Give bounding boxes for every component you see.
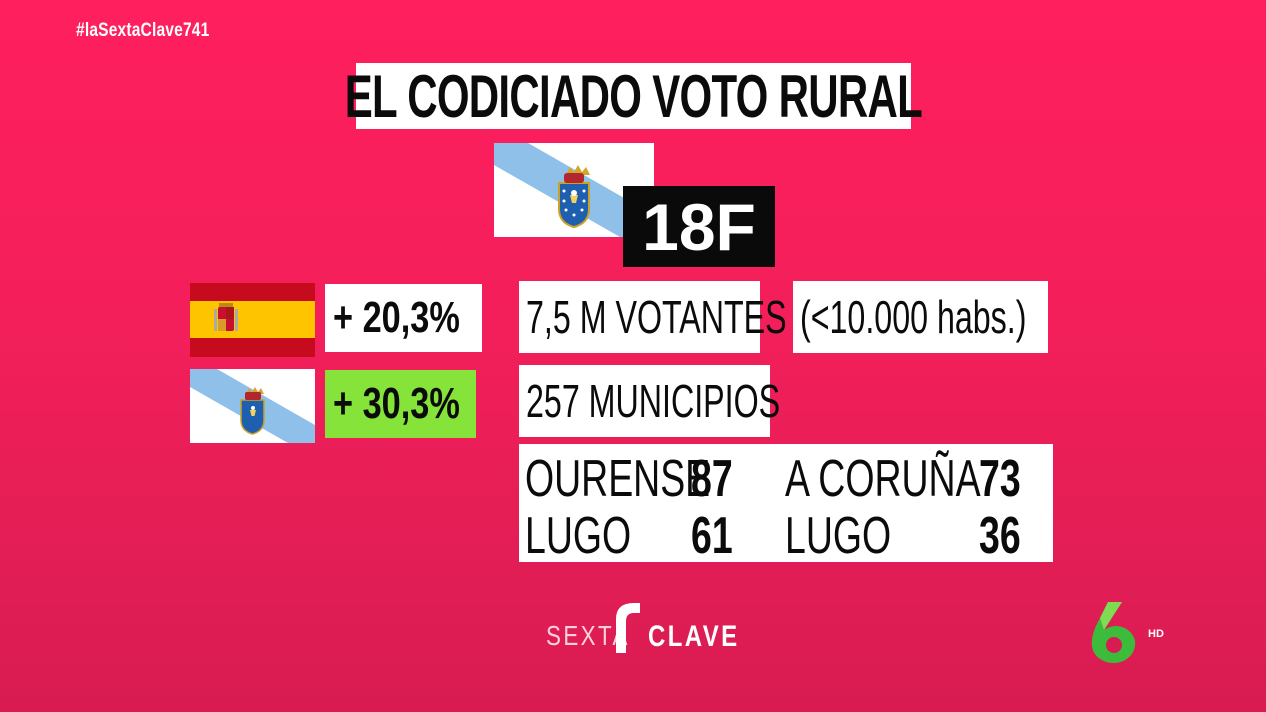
hashtag: #laSextaClave741	[76, 20, 210, 41]
habs-box: (<10.000 habs.)	[793, 281, 1048, 353]
date-badge: 18F	[623, 186, 775, 267]
spain-flag-icon	[190, 283, 315, 357]
province-name: OURENSE	[525, 450, 711, 508]
province-name: LUGO	[525, 507, 632, 565]
province-value: 36	[979, 507, 1021, 565]
program-logo-clave: CLAVE	[648, 620, 740, 653]
headline-box: EL CODICIADO VOTO RURAL	[345, 63, 923, 130]
province-value: 61	[691, 507, 733, 565]
municipios-box: 257 MUNICIPIOS	[519, 365, 780, 437]
galicia-percent: + 30,3%	[333, 379, 460, 428]
province-name: A CORUÑA	[785, 450, 981, 508]
hd-badge: HD	[1148, 628, 1164, 640]
program-logo-mark-icon	[616, 603, 640, 653]
lasexta-logo-icon	[1091, 602, 1136, 663]
province-name: LUGO	[785, 507, 892, 565]
voters-box: 7,5 M VOTANTES	[519, 281, 787, 353]
spain-percent-box: + 20,3%	[325, 284, 482, 352]
provinces-table: OURENSE 87 A CORUÑA 73 LUGO 61 LUGO 36	[519, 444, 1053, 562]
habs-text: (<10.000 habs.)	[800, 291, 1027, 343]
program-logo-sexta: SEXTA	[546, 620, 630, 651]
province-value: 87	[691, 450, 733, 508]
province-value: 73	[979, 450, 1021, 508]
headline-title: EL CODICIADO VOTO RURAL	[344, 62, 923, 130]
voters-text: 7,5 M VOTANTES	[526, 291, 787, 343]
spain-percent: + 20,3%	[333, 293, 460, 342]
galicia-flag-small-icon	[190, 369, 315, 443]
galicia-percent-box: + 30,3%	[325, 370, 476, 438]
municipios-text: 257 MUNICIPIOS	[526, 375, 781, 427]
